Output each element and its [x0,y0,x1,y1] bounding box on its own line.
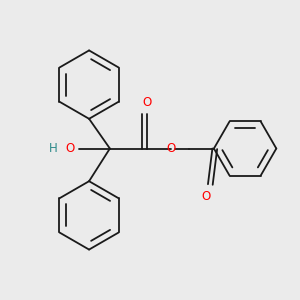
Text: O: O [167,142,176,155]
Text: O: O [142,96,152,109]
Text: H: H [49,142,58,155]
Text: O: O [201,190,210,203]
Text: O: O [65,142,74,155]
